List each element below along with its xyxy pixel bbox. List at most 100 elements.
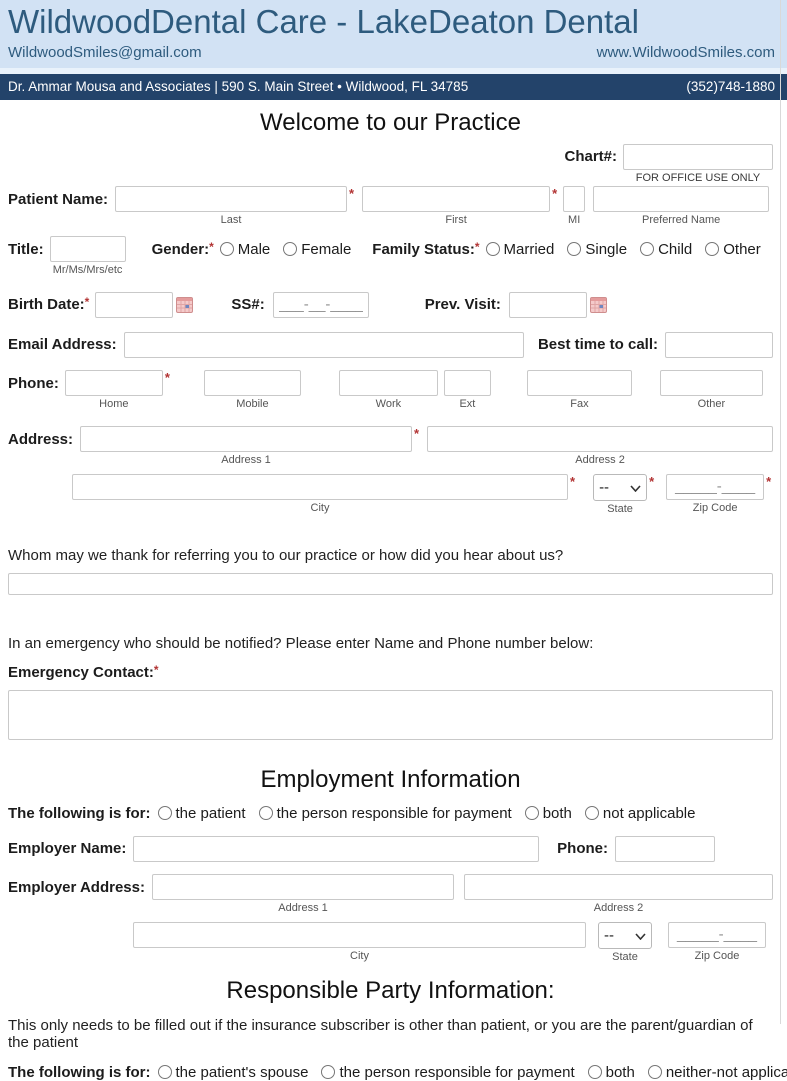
employment-radio-patient[interactable] [157, 806, 172, 821]
required-marker: * [414, 425, 420, 441]
responsible-note: This only needs to be filled out if the … [8, 1016, 753, 1051]
responsible-radio-both[interactable] [587, 1065, 602, 1080]
prev-visit-label: Prev. Visit: [424, 296, 501, 314]
chevron-down-icon [630, 479, 641, 496]
family-status-radio-child[interactable] [640, 242, 655, 257]
phone-mobile-sublabel: Mobile [236, 397, 269, 410]
responsible-option-spouse[interactable]: the patient's spouse [157, 1064, 308, 1081]
email-input[interactable] [123, 331, 524, 358]
best-time-input[interactable] [665, 331, 773, 358]
address2-input[interactable] [427, 425, 773, 452]
responsible-radio-responsible[interactable] [321, 1065, 336, 1080]
employer-zip-sublabel: Zip Code [694, 949, 740, 962]
required-marker: * [766, 473, 772, 489]
title-label: Title: [8, 240, 44, 258]
family-status-radio-single[interactable] [567, 242, 582, 257]
gender-radio-female[interactable] [283, 242, 298, 257]
practice-email: WildwoodSmiles@gmail.com [8, 43, 202, 61]
employer-name-label: Employer Name: [8, 840, 127, 858]
required-marker: * [649, 473, 655, 489]
family-status-option-child[interactable]: Child [640, 241, 692, 258]
responsible-radio-spouse[interactable] [157, 1065, 172, 1080]
employment-option-both[interactable]: both [524, 805, 572, 822]
practice-address-line: Dr. Ammar Mousa and Associates | 590 S. … [8, 78, 469, 94]
phone-home-sublabel: Home [99, 397, 129, 410]
employment-radio-responsible[interactable] [258, 806, 273, 821]
city-input[interactable] [72, 473, 568, 500]
responsible-radio-neither[interactable] [647, 1065, 662, 1080]
preferred-name-input[interactable] [593, 185, 770, 212]
page-edge-divider [780, 0, 781, 1024]
zip-input[interactable] [666, 473, 765, 500]
employer-zip-input[interactable] [668, 921, 766, 948]
family-status-option-other[interactable]: Other [705, 241, 761, 258]
employment-option-patient[interactable]: the patient [157, 805, 246, 822]
referral-input[interactable] [8, 572, 773, 595]
gender-radio-male[interactable] [219, 242, 234, 257]
email-label: Email Address: [8, 336, 117, 354]
phone-label: Phone: [8, 374, 59, 392]
phone-other-input[interactable] [659, 369, 763, 396]
preferred-name-sublabel: Preferred Name [642, 213, 721, 226]
gender-label: Gender:* [151, 239, 214, 258]
employment-option-na[interactable]: not applicable [584, 805, 695, 822]
practice-phone: (352)748-1880 [686, 78, 775, 94]
middle-initial-sublabel: MI [568, 213, 581, 226]
responsible-option-neither[interactable]: neither-not applicable [647, 1064, 787, 1081]
header-divider-strip [0, 67, 787, 74]
state-select[interactable]: -- [593, 473, 648, 501]
prev-visit-input[interactable] [508, 291, 587, 318]
title-input[interactable] [49, 235, 126, 262]
employer-name-input[interactable] [133, 835, 540, 862]
gender-option-female[interactable]: Female [283, 241, 351, 258]
first-name-sublabel: First [445, 213, 467, 226]
responsible-option-responsible[interactable]: the person responsible for payment [321, 1064, 575, 1081]
emergency-contact-input[interactable] [8, 689, 773, 740]
phone-ext-sublabel: Ext [459, 397, 476, 410]
last-name-sublabel: Last [220, 213, 242, 226]
birth-date-input[interactable] [95, 291, 174, 318]
employer-city-input[interactable] [133, 921, 586, 948]
first-name-input[interactable] [362, 185, 551, 212]
employer-address1-input[interactable] [152, 873, 454, 900]
employment-radio-na[interactable] [584, 806, 599, 821]
practice-header: WildwoodDental Care - LakeDeaton Dental … [0, 0, 787, 68]
practice-info-bar: Dr. Ammar Mousa and Associates | 590 S. … [0, 73, 787, 100]
address1-input[interactable] [80, 425, 413, 452]
family-status-radio-other[interactable] [705, 242, 720, 257]
phone-work-input[interactable] [338, 369, 438, 396]
practice-website: www.WildwoodSmiles.com [596, 43, 775, 61]
ssn-input[interactable] [272, 291, 369, 318]
family-status-radio-married[interactable] [485, 242, 500, 257]
gender-option-male[interactable]: Male [219, 241, 270, 258]
last-name-input[interactable] [115, 185, 348, 212]
calendar-icon[interactable] [176, 296, 194, 317]
zip-sublabel: Zip Code [692, 501, 738, 514]
employer-phone-input[interactable] [615, 835, 715, 862]
phone-other-sublabel: Other [697, 397, 726, 410]
phone-ext-input[interactable] [443, 369, 491, 396]
employer-phone-label: Phone: [557, 840, 608, 858]
employment-option-responsible[interactable]: the person responsible for payment [258, 805, 512, 822]
phone-fax-input[interactable] [526, 369, 632, 396]
calendar-icon[interactable] [589, 296, 607, 317]
required-marker: * [552, 185, 558, 201]
phone-home-input[interactable] [64, 369, 163, 396]
employer-state-select[interactable]: -- [598, 921, 652, 949]
employment-radio-both[interactable] [524, 806, 539, 821]
phone-work-sublabel: Work [375, 397, 402, 410]
employer-address1-sublabel: Address 1 [278, 901, 328, 914]
family-status-option-single[interactable]: Single [567, 241, 627, 258]
family-status-label: Family Status:* [372, 239, 480, 258]
family-status-option-married[interactable]: Married [485, 241, 554, 258]
phone-mobile-input[interactable] [203, 369, 301, 396]
responsible-option-both[interactable]: both [587, 1064, 635, 1081]
required-marker: * [164, 369, 170, 385]
chart-number-input[interactable] [623, 143, 773, 170]
chevron-down-icon [635, 927, 646, 944]
employer-address2-input[interactable] [464, 873, 773, 900]
phone-fax-sublabel: Fax [570, 397, 589, 410]
middle-initial-input[interactable] [563, 185, 586, 212]
employment-following-label: The following is for: [8, 804, 151, 822]
office-use-note: FOR OFFICE USE ONLY [635, 171, 761, 184]
